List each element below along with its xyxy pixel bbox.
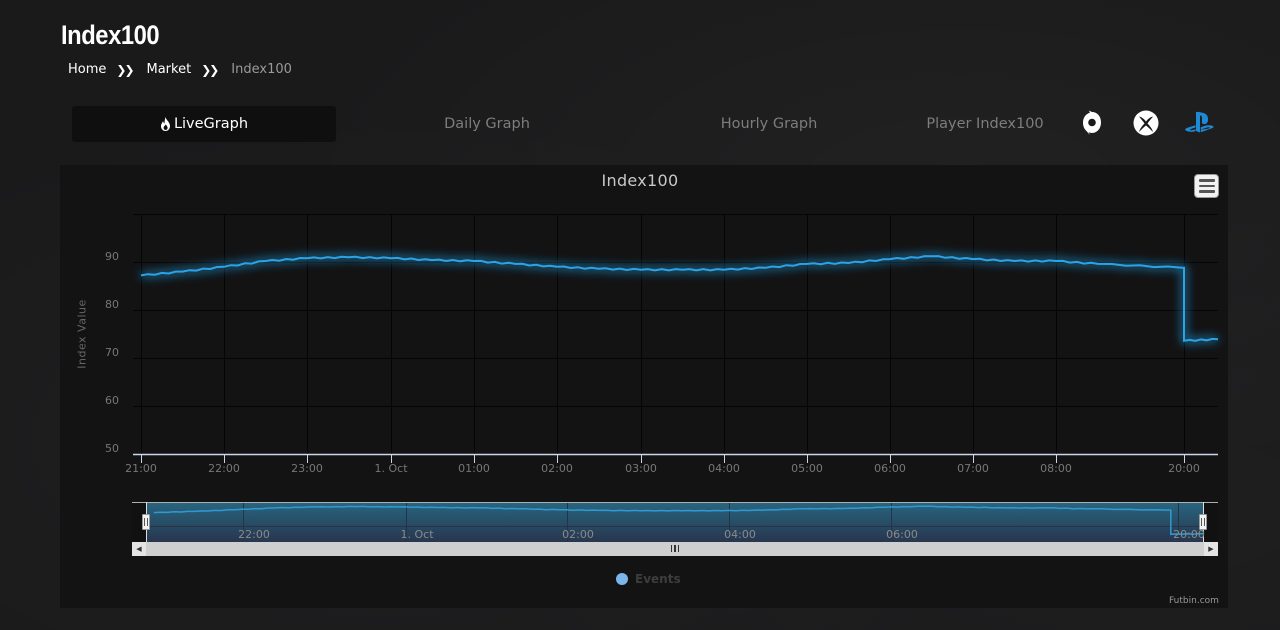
x-tick-label: 08:00 [1040,462,1072,475]
hamburger-icon [1198,190,1215,193]
legend-label: Events [635,572,681,586]
navigator-tick-label: 04:00 [724,528,756,541]
x-tick-label: 02:00 [541,462,573,475]
platform-origin-button[interactable] [1077,108,1107,138]
platform-xbox-button[interactable] [1131,108,1161,138]
navigator-right-handle[interactable] [1199,514,1207,530]
navigator-tick-label: 02:00 [562,528,594,541]
breadcrumb-home[interactable]: Home [68,62,107,77]
platform-playstation-button[interactable] [1183,108,1217,138]
tab-label: LiveGraph [173,116,249,132]
series-line-index100[interactable] [140,255,1219,342]
origin-icon [1083,110,1101,135]
x-tick-label: 1. Oct [374,462,408,475]
y-tick-label: 90 [105,250,119,263]
x-tick-label: 20:00 [1168,462,1200,475]
navigator-tick-label: 06:00 [886,528,918,541]
scroll-right-arrow-icon[interactable]: ▶ [1204,542,1218,556]
tab-hourly-graph[interactable]: Hourly Graph [684,106,854,142]
tab-label: Player Index100 [926,116,1044,132]
page-title: Index100 [61,20,160,50]
y-tick-label: 80 [105,298,119,311]
hamburger-icon [1198,184,1215,188]
chart-title: Index100 [601,171,679,190]
chart-context-menu-button[interactable] [1194,174,1219,198]
legend-dot-icon [616,573,628,585]
navigator-tick-label: 22:00 [238,528,270,541]
x-tick-label: 21:00 [125,462,157,475]
scroll-left-arrow-icon[interactable]: ◀ [132,542,146,556]
navigator-selected-range[interactable] [146,502,1204,542]
xbox-icon [1133,110,1159,136]
chevron-double-right-icon: ❯❯ [201,62,219,77]
navigator-tick-label: 1. Oct [400,528,434,541]
navigator-tick-label: 20:00 [1173,528,1205,541]
x-tick-label: 06:00 [874,462,906,475]
grid-lines [133,214,1218,455]
navigator-scrollbar[interactable]: ◀ ▶ [132,542,1218,556]
chevron-double-right-icon: ❯❯ [116,62,134,77]
breadcrumb-market[interactable]: Market [146,62,192,77]
hamburger-icon [1198,179,1215,182]
x-tick-label: 01:00 [458,462,490,475]
navigator-series-line [153,505,1205,536]
tab-daily-graph[interactable]: Daily Graph [402,106,572,142]
tab-label: Hourly Graph [720,116,818,132]
legend-item-events[interactable]: Events [616,572,681,586]
navigator-grid [146,503,1204,541]
tab-player-index100[interactable]: Player Index100 [900,106,1070,142]
x-tick-label: 07:00 [957,462,989,475]
y-tick-label: 50 [105,442,119,455]
chart-credits-link[interactable]: Futbin.com [1169,596,1219,606]
breadcrumb: Home ❯❯ Market ❯❯ Index100 [68,62,292,77]
y-tick-label: 70 [105,346,119,359]
flame-icon [160,117,170,131]
graph-tabs: LiveGraph Daily Graph Hourly Graph Playe… [72,106,1232,142]
tab-label: Daily Graph [444,116,530,132]
tab-livegraph[interactable]: LiveGraph [72,106,336,142]
x-axis-ticks [141,455,1185,463]
x-tick-label: 23:00 [291,462,323,475]
x-tick-label: 05:00 [791,462,823,475]
x-tick-label: 03:00 [625,462,657,475]
x-tick-label: 04:00 [708,462,740,475]
playstation-icon [1185,111,1214,133]
navigator-left-handle[interactable] [142,514,150,530]
y-tick-label: 60 [105,394,119,407]
scrollbar-grip[interactable] [670,545,680,553]
x-tick-label: 22:00 [208,462,240,475]
breadcrumb-current: Index100 [231,62,292,77]
